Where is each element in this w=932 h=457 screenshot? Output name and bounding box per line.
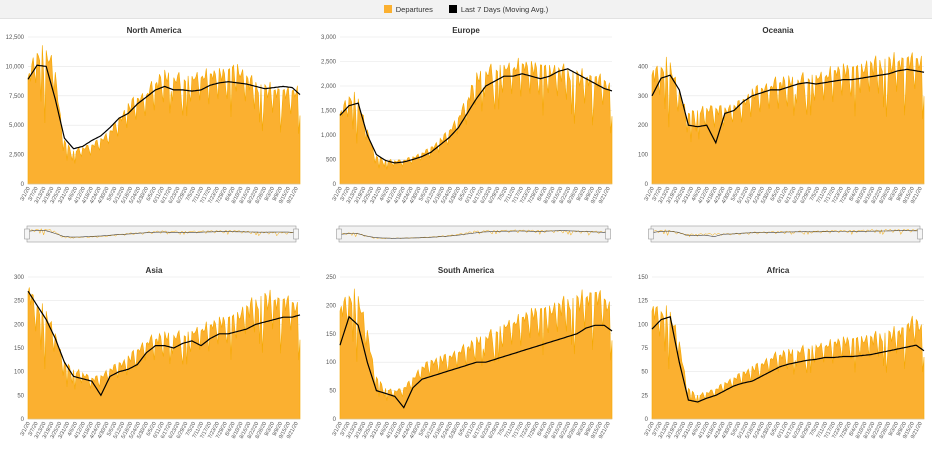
legend: Departures Last 7 Days (Moving Avg.) [0, 0, 932, 19]
chart-3[interactable]: Oceania01002003004003/1/203/7/203/13/203… [624, 24, 932, 244]
departures-area[interactable] [651, 52, 925, 185]
y-tick-label: 100 [638, 322, 649, 328]
y-tick-label: 2,000 [321, 84, 337, 90]
navigator-handle-right[interactable] [917, 228, 923, 240]
y-tick-label: 2,500 [321, 60, 337, 66]
y-tick-label: 50 [17, 393, 24, 399]
departures-area[interactable] [27, 287, 301, 420]
departures-area[interactable] [339, 288, 613, 420]
navigator[interactable] [338, 225, 609, 243]
chart-title: Africa [767, 266, 790, 275]
navigator-avg [650, 230, 920, 237]
navigator-handle-left[interactable] [648, 228, 654, 240]
y-tick-label: 1,500 [321, 109, 337, 115]
chart-6[interactable]: Africa02550751001251503/1/203/7/203/13/2… [624, 264, 932, 457]
y-tick-label: 75 [641, 346, 648, 352]
navigator-handle-left[interactable] [24, 228, 30, 240]
moving-avg-line[interactable] [651, 316, 925, 403]
y-tick-label: 0 [21, 417, 25, 423]
y-tick-label: 1,000 [321, 133, 337, 139]
y-tick-label: 200 [326, 303, 337, 309]
y-tick-label: 0 [333, 417, 337, 423]
legend-item-departures[interactable]: Departures [383, 4, 433, 14]
y-tick-label: 400 [638, 64, 649, 70]
y-tick-label: 10,000 [6, 64, 25, 70]
y-tick-label: 2,500 [9, 153, 25, 159]
y-tick-label: 0 [645, 417, 649, 423]
chart-5[interactable]: South America0501001502002503/1/203/7/20… [312, 264, 620, 457]
moving-avg-line[interactable] [651, 68, 925, 145]
navigator-handle-left[interactable] [336, 228, 342, 240]
chart-1[interactable]: North America 0 2,500 5,000 7,500 10,000 12,50… [0, 24, 308, 244]
moving-avg-line[interactable] [27, 290, 301, 397]
moving-avg-line[interactable] [339, 68, 613, 164]
chart-title: Asia [146, 266, 163, 275]
y-tick-label: 100 [326, 360, 337, 366]
moving-avg-swatch [448, 5, 457, 13]
y-tick-label: 12,500 [6, 35, 25, 41]
y-tick-label: 0 [645, 182, 649, 188]
y-tick-label: 250 [14, 299, 25, 305]
legend-label-moving-avg: Last 7 Days (Moving Avg.) [460, 4, 549, 14]
moving-avg-line[interactable] [27, 64, 301, 150]
y-tick-label: 7,500 [9, 94, 25, 100]
y-tick-label: 250 [326, 275, 337, 281]
y-tick-label: 300 [638, 94, 649, 100]
y-tick-label: 100 [14, 370, 25, 376]
navigator-avg [26, 230, 297, 238]
y-tick-label: 25 [641, 393, 648, 399]
legend-item-moving-avg[interactable]: Last 7 Days (Moving Avg.) [448, 4, 549, 14]
chart-title: North America [127, 26, 182, 35]
y-tick-label: 300 [14, 275, 25, 281]
y-tick-label: 150 [326, 332, 337, 338]
y-tick-label: 3,000 [321, 35, 337, 41]
chart-title: Oceania [762, 26, 794, 35]
y-tick-label: 150 [638, 275, 649, 281]
y-tick-label: 200 [638, 123, 649, 129]
y-tick-label: 5,000 [9, 123, 25, 129]
chart-title: Europe [452, 26, 480, 35]
navigator-handle-right[interactable] [293, 228, 299, 240]
departures-area[interactable] [339, 57, 613, 185]
legend-label-departures: Departures [395, 4, 433, 14]
y-tick-label: 125 [638, 299, 649, 305]
chart-title: South America [438, 266, 495, 275]
departures-area[interactable] [651, 305, 925, 420]
y-tick-label: 500 [326, 158, 337, 164]
y-tick-label: 50 [329, 389, 336, 395]
departures-swatch [383, 5, 392, 13]
moving-avg-line[interactable] [339, 315, 613, 409]
y-tick-label: 200 [14, 322, 25, 328]
y-tick-label: 100 [638, 153, 649, 159]
navigator-avg [338, 230, 608, 239]
y-tick-label: 0 [333, 182, 337, 188]
y-tick-label: 150 [14, 346, 25, 352]
chart-2[interactable]: Europe05001,0001,5002,0002,5003,0003/1/2… [312, 24, 620, 244]
chart-4[interactable]: Asia0501001502002503003/1/203/7/203/13/2… [0, 264, 308, 457]
navigator-handle-right[interactable] [605, 228, 611, 240]
y-tick-label: 50 [641, 370, 648, 376]
y-tick-label: 0 [21, 182, 25, 188]
